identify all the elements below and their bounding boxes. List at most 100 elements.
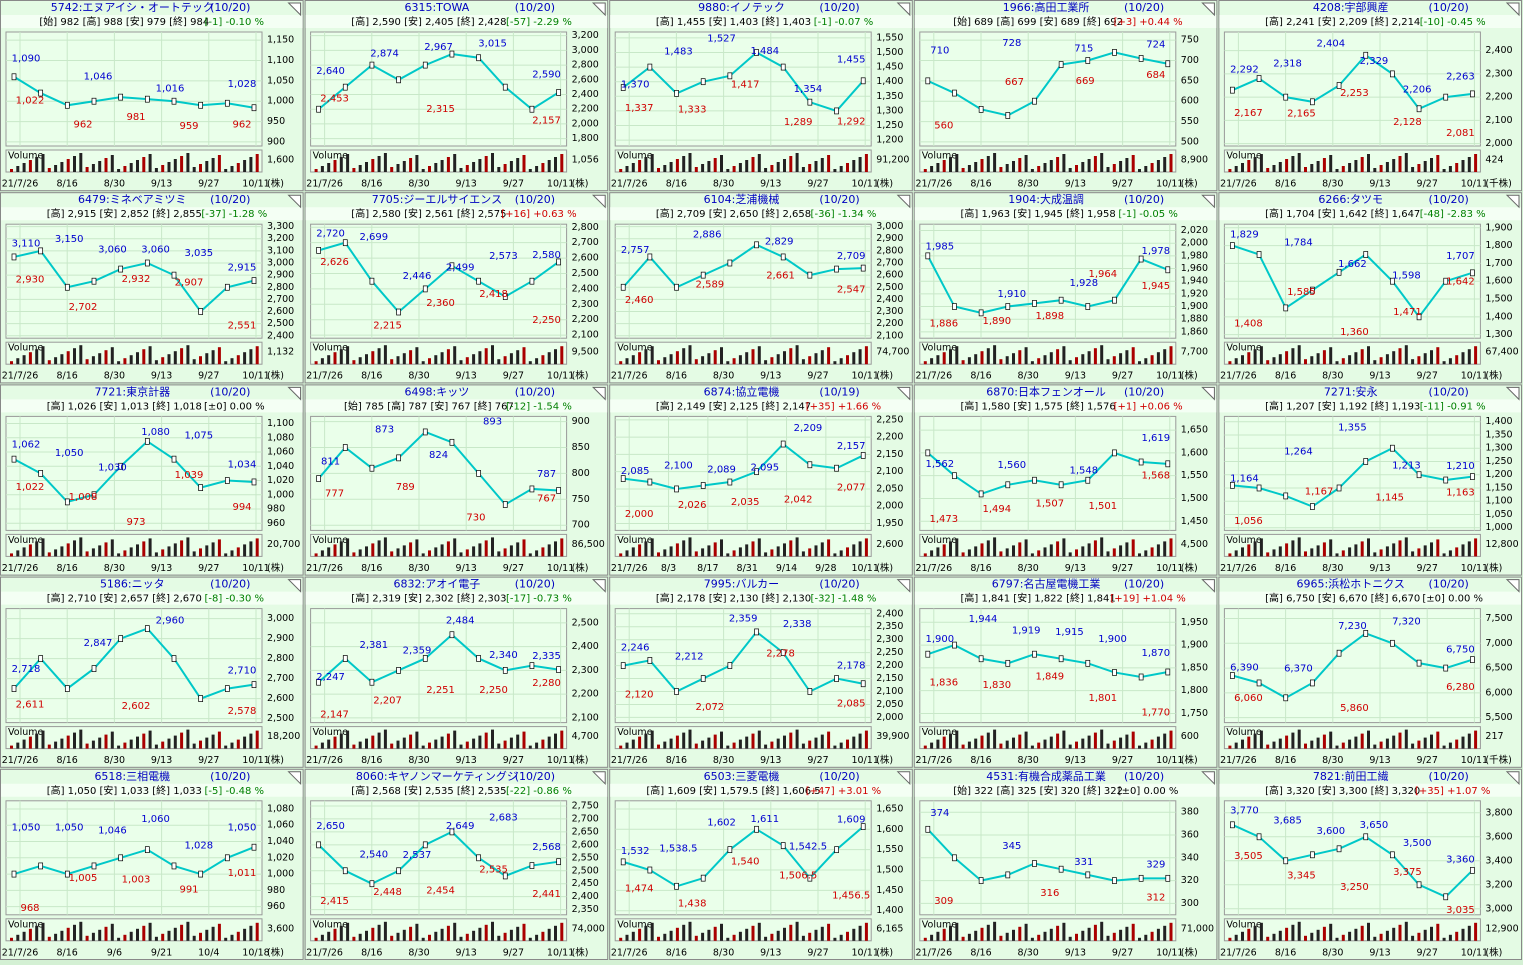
- candle: [727, 478, 733, 486]
- x-tick-label: 8/16: [970, 179, 991, 190]
- high-label: 1,050: [228, 822, 257, 833]
- volume-bar: [1455, 355, 1459, 365]
- x-tick-label: 9/27: [503, 563, 524, 574]
- volume-bar: [377, 924, 381, 941]
- x-tick-label: 8/30: [1018, 947, 1039, 958]
- volume-bar: [339, 157, 343, 172]
- volume-max: 12,800: [1485, 539, 1518, 550]
- low-label: 2,167: [1234, 108, 1263, 119]
- volume-bar: [1259, 538, 1263, 557]
- volume-bar: [650, 538, 654, 557]
- volume-bar: [409, 734, 413, 749]
- volume-bar: [10, 169, 13, 172]
- volume-bar: [255, 346, 259, 365]
- y-tick-label: 2,400: [572, 641, 599, 652]
- volume-bar: [1316, 353, 1320, 365]
- stock-date: (10/20): [1429, 770, 1469, 783]
- stock-title: 6479:ミネベアミツミ: [78, 193, 186, 206]
- y-tick-label: 1,400: [1485, 311, 1512, 322]
- volume-bar: [440, 160, 444, 172]
- volume-bar: [478, 927, 482, 941]
- low-label: 962: [232, 120, 251, 131]
- volume-bar: [478, 735, 482, 749]
- y-tick-label: 2,400: [572, 891, 599, 902]
- high-label: 1,455: [837, 55, 866, 66]
- volume-bar: [148, 346, 152, 365]
- volume-bar: [974, 162, 978, 172]
- volume-label: Volume: [617, 535, 652, 546]
- volume-bar: [1241, 355, 1244, 365]
- volume-bar: [440, 544, 444, 557]
- volume-bar: [129, 163, 133, 172]
- volume-bar: [1385, 162, 1389, 172]
- candle: [647, 866, 653, 874]
- x-tick-label: 9/27: [1417, 947, 1438, 958]
- volume-bar: [154, 936, 158, 941]
- volume-bar: [1075, 933, 1078, 941]
- high-label: 1,538.5: [659, 843, 697, 854]
- stock-title: 7705:ジーエルサイエンス: [372, 193, 502, 206]
- x-tick-label: 8/30: [713, 179, 734, 190]
- volume-bar: [136, 160, 139, 172]
- volume-bar: [98, 929, 102, 941]
- volume-bar: [402, 353, 406, 365]
- volume-bar: [713, 158, 717, 172]
- x-tick-label: 8/30: [1018, 563, 1039, 574]
- candle: [1165, 60, 1171, 68]
- volume-bar: [396, 740, 400, 749]
- price-line: [926, 255, 1169, 314]
- candle: [1416, 659, 1422, 667]
- volume-bar: [814, 353, 818, 365]
- volume-bar: [136, 928, 139, 941]
- candle: [860, 264, 866, 272]
- high-label: 2,206: [1403, 85, 1432, 96]
- volume-bar: [60, 546, 64, 557]
- volume-bar: [858, 157, 862, 172]
- volume-bar: [795, 921, 799, 941]
- volume-bar: [173, 351, 177, 365]
- x-tick-label: 10/11: [1461, 947, 1488, 958]
- volume-bar: [688, 537, 692, 557]
- header-bg: [305, 591, 608, 605]
- volume-bar: [314, 361, 318, 365]
- volume-bar: [129, 739, 133, 749]
- volume-bar: [28, 544, 32, 557]
- low-label: 2,460: [625, 295, 654, 306]
- x-tick-label: 9/27: [1112, 371, 1133, 382]
- header-bg: [610, 783, 912, 797]
- volume-bar: [1411, 167, 1415, 172]
- x-tick-label: 9/13: [760, 371, 781, 382]
- y-tick-label: 1,900: [1485, 222, 1512, 233]
- candle: [1112, 669, 1117, 676]
- x-tick-label: 9/27: [1112, 755, 1133, 766]
- volume-bar: [117, 361, 121, 365]
- header-bg: [305, 207, 608, 221]
- volume-max: 8,900: [1181, 155, 1208, 166]
- volume-bar: [732, 742, 736, 749]
- volume-bar: [638, 928, 642, 941]
- volume-bar: [1310, 356, 1314, 365]
- candle: [449, 438, 455, 446]
- high-label: 1,560: [997, 460, 1026, 471]
- x-tick-label: 10/11: [1461, 371, 1488, 382]
- volume-bar: [707, 737, 711, 749]
- candle: [64, 283, 70, 291]
- volume-bar: [173, 159, 177, 172]
- volume-bar: [688, 153, 692, 172]
- volume-label: Volume: [922, 535, 957, 546]
- volume-bar: [217, 347, 221, 365]
- candle: [556, 858, 561, 866]
- volume-bar: [738, 163, 742, 172]
- candle: [369, 880, 375, 888]
- candle: [11, 73, 17, 81]
- volume-bar: [205, 353, 209, 365]
- high-label: 3,060: [141, 245, 170, 256]
- volume-bar: [1087, 351, 1091, 365]
- candle: [925, 650, 931, 658]
- volume-bar: [955, 154, 959, 172]
- volume-bar: [255, 154, 259, 172]
- x-tick-label: 10/11: [1461, 755, 1488, 766]
- volume-bar: [801, 935, 805, 941]
- volume-bar: [1285, 159, 1289, 172]
- x-tick-label: 9/13: [456, 179, 477, 190]
